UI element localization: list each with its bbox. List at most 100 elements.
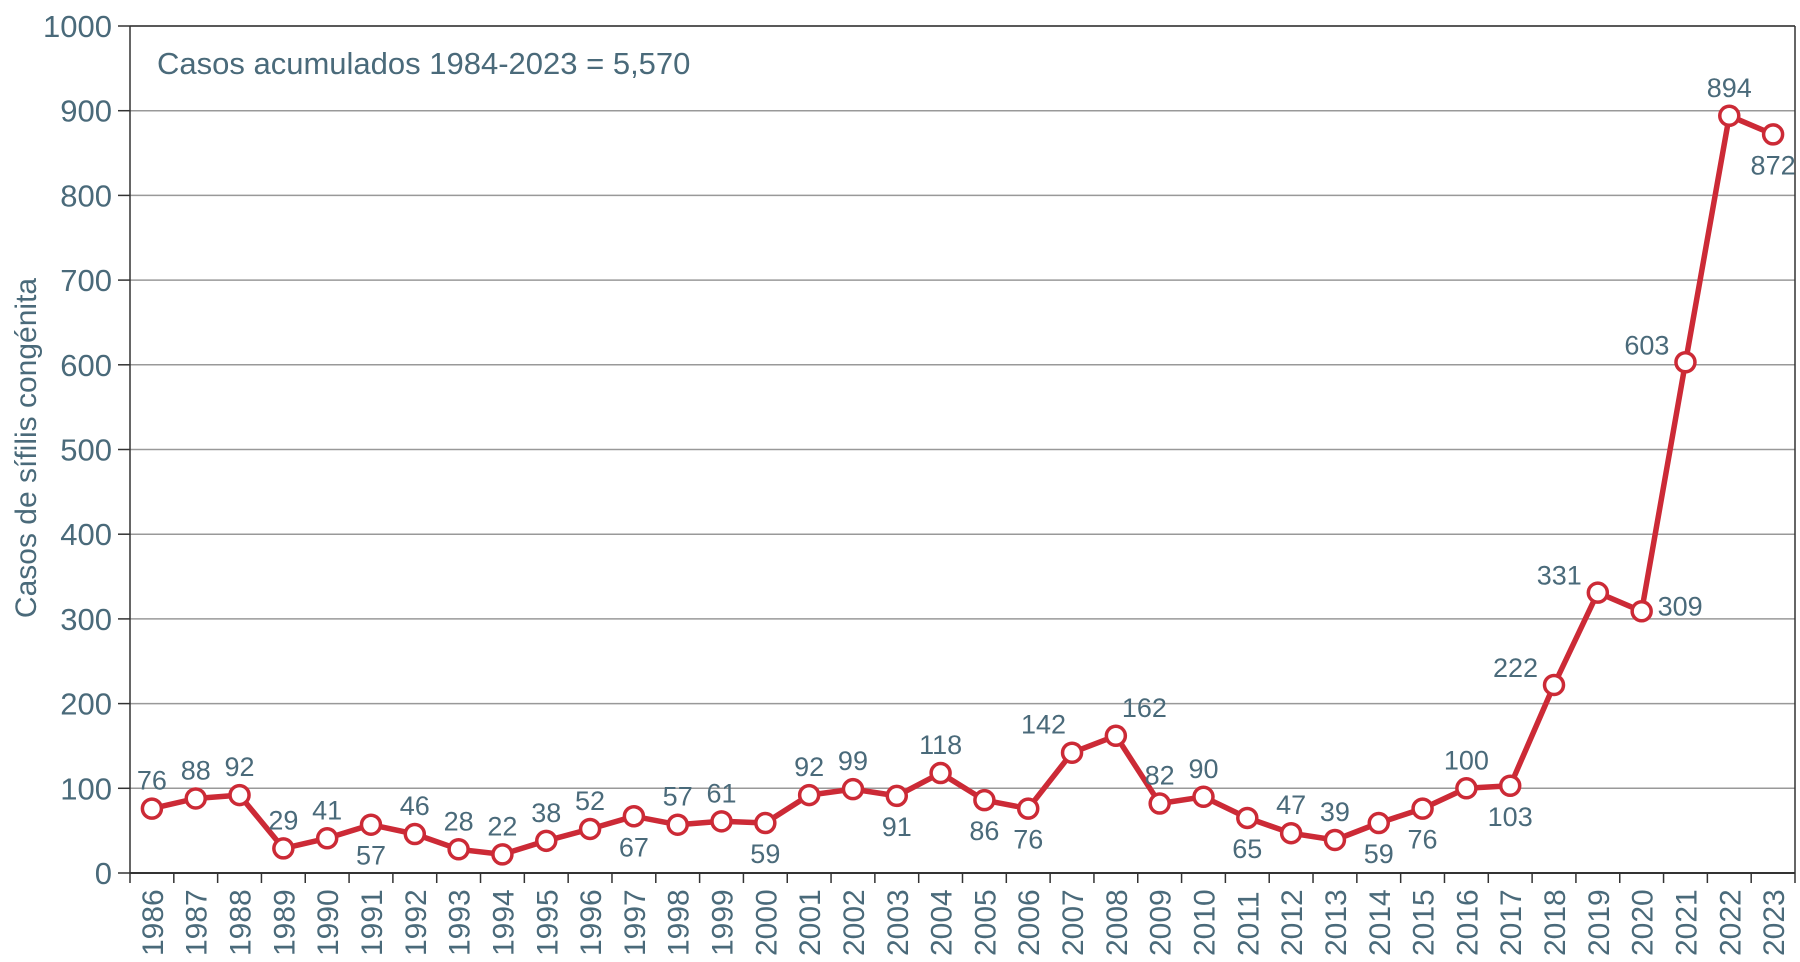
data-point-2013 bbox=[1323, 828, 1347, 852]
data-label-2012: 47 bbox=[1276, 790, 1306, 820]
data-label-2022: 894 bbox=[1707, 73, 1752, 103]
data-label-2005: 86 bbox=[969, 816, 999, 846]
y-tick-label-400: 400 bbox=[60, 517, 112, 552]
data-point-1986 bbox=[140, 797, 164, 820]
data-point-2023 bbox=[1761, 123, 1785, 146]
data-label-2021: 603 bbox=[1624, 330, 1669, 360]
y-tick-label-500: 500 bbox=[60, 433, 112, 468]
y-tick-label-300: 300 bbox=[60, 602, 112, 637]
cumulative-cases-annotation: Casos acumulados 1984-2023 = 5,570 bbox=[157, 46, 690, 81]
data-label-layer: 76 88 92 29 41 57 46 28 22 38 52 67 57 61 59 92 99 91 118 8… bbox=[137, 73, 1796, 871]
data-label-1997: 67 bbox=[619, 832, 649, 862]
y-tick-label-100: 100 bbox=[60, 771, 112, 806]
x-tick-label-1989: 1989 bbox=[268, 889, 301, 956]
x-tick-label-2005: 2005 bbox=[969, 889, 1002, 956]
data-label-1986: 76 bbox=[137, 766, 167, 796]
x-tick-label-2004: 2004 bbox=[926, 889, 959, 956]
x-tick-label-1988: 1988 bbox=[225, 889, 258, 956]
x-tick-label-1986: 1986 bbox=[137, 889, 170, 956]
x-tick-label-2015: 2015 bbox=[1408, 889, 1441, 956]
data-label-2018: 222 bbox=[1493, 653, 1538, 683]
data-point-1988 bbox=[228, 783, 251, 807]
data-point-2019 bbox=[1586, 581, 1610, 604]
data-point-1991 bbox=[359, 813, 383, 836]
data-label-2016: 100 bbox=[1444, 745, 1489, 775]
y-tick-label-900: 900 bbox=[60, 94, 112, 129]
data-label-1987: 88 bbox=[181, 755, 211, 785]
data-point-2012 bbox=[1279, 821, 1303, 845]
x-tick-label-2008: 2008 bbox=[1101, 889, 1134, 956]
x-tick-label-2006: 2006 bbox=[1013, 889, 1046, 956]
data-label-2001: 92 bbox=[794, 752, 824, 782]
data-point-2005 bbox=[973, 788, 996, 812]
data-point-1998 bbox=[666, 813, 689, 836]
x-tick-label-1994: 1994 bbox=[487, 889, 520, 956]
data-label-1989: 29 bbox=[268, 805, 298, 835]
data-point-2004 bbox=[929, 761, 952, 785]
data-point-2020 bbox=[1630, 600, 1653, 623]
data-label-2013: 39 bbox=[1320, 797, 1350, 827]
x-tick-label-2018: 2018 bbox=[1539, 889, 1572, 956]
y-tick-label-1000: 1000 bbox=[43, 9, 112, 44]
data-point-1999 bbox=[710, 810, 733, 833]
data-label-2004: 118 bbox=[919, 730, 962, 760]
data-point-2018 bbox=[1542, 673, 1566, 697]
x-tick-label-2017: 2017 bbox=[1495, 889, 1528, 956]
data-label-1994: 22 bbox=[487, 811, 517, 841]
grid-layer bbox=[130, 25, 1795, 790]
data-point-1992 bbox=[403, 822, 427, 846]
data-label-2002: 99 bbox=[838, 746, 868, 776]
x-tick-label-1991: 1991 bbox=[356, 889, 389, 956]
x-tick-label-1998: 1998 bbox=[663, 889, 696, 956]
data-label-1999: 61 bbox=[706, 778, 736, 808]
data-label-2008: 162 bbox=[1122, 693, 1167, 723]
x-tick-label-2001: 2001 bbox=[794, 889, 827, 956]
data-label-2003: 91 bbox=[882, 812, 912, 842]
x-tick-label-2023: 2023 bbox=[1758, 889, 1791, 956]
data-point-2008 bbox=[1104, 724, 1128, 748]
data-label-1996: 52 bbox=[575, 786, 605, 816]
x-tick-label-1993: 1993 bbox=[444, 889, 477, 956]
data-point-2021 bbox=[1674, 351, 1697, 374]
x-tick-label-2000: 2000 bbox=[750, 889, 783, 956]
x-tick-label-2011: 2011 bbox=[1232, 891, 1265, 956]
x-tick-label-1987: 1987 bbox=[181, 889, 214, 956]
x-tick-label-2014: 2014 bbox=[1364, 889, 1397, 956]
data-point-1995 bbox=[535, 829, 558, 853]
data-label-2000: 59 bbox=[750, 839, 780, 869]
data-point-1993 bbox=[447, 838, 470, 861]
x-tick-label-1996: 1996 bbox=[575, 889, 608, 956]
data-label-2023: 872 bbox=[1751, 150, 1796, 180]
data-label-1990: 41 bbox=[312, 795, 342, 825]
data-point-2011 bbox=[1236, 806, 1259, 830]
x-tick-label-2022: 2022 bbox=[1714, 889, 1747, 956]
data-label-2007: 142 bbox=[1021, 710, 1066, 740]
x-tick-label-2016: 2016 bbox=[1451, 889, 1484, 956]
data-point-2006 bbox=[1016, 797, 1040, 820]
data-label-2006: 76 bbox=[1013, 825, 1043, 855]
data-point-2014 bbox=[1367, 811, 1390, 835]
x-tick-label-1995: 1995 bbox=[531, 889, 564, 956]
data-point-1996 bbox=[578, 817, 602, 841]
x-tick-label-2003: 2003 bbox=[882, 889, 915, 956]
y-tick-label-200: 200 bbox=[60, 687, 112, 722]
y-tick-label-800: 800 bbox=[60, 178, 112, 213]
series-line bbox=[151, 113, 1775, 858]
data-label-2015: 76 bbox=[1408, 825, 1438, 855]
y-tick-label-600: 600 bbox=[60, 348, 112, 383]
data-point-1989 bbox=[272, 837, 295, 860]
y-tick-label-0: 0 bbox=[95, 856, 112, 891]
data-point-1987 bbox=[184, 787, 207, 810]
data-label-1998: 57 bbox=[663, 782, 693, 812]
data-label-2011: 65 bbox=[1232, 834, 1262, 864]
data-label-1992: 46 bbox=[400, 791, 430, 821]
x-tick-label-2012: 2012 bbox=[1276, 889, 1309, 956]
data-point-2002 bbox=[841, 777, 865, 801]
data-point-2009 bbox=[1148, 792, 1171, 815]
x-tick-label-2019: 2019 bbox=[1583, 889, 1616, 956]
data-point-2017 bbox=[1498, 774, 1522, 798]
x-tick-label-1990: 1990 bbox=[312, 889, 345, 956]
data-point-1990 bbox=[315, 827, 339, 850]
data-label-2009: 82 bbox=[1145, 761, 1175, 791]
